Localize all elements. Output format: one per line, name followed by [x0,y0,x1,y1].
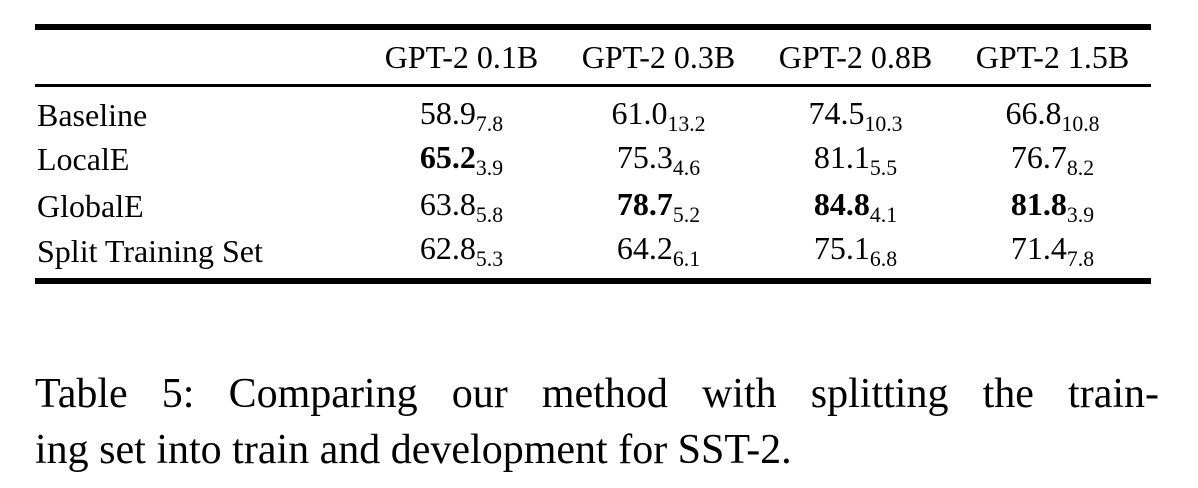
table-cell: 84.84.1 [757,183,954,230]
cell-subscript: 10.8 [1061,111,1100,136]
cell-value: 58.9 [419,94,476,131]
cell-subscript: 8.2 [1066,155,1095,180]
column-header-gpt2-15b: GPT-2 1.5B [975,39,1130,76]
cell-subscript: 13.2 [667,111,706,136]
header-empty-cell [35,27,363,85]
table-row-globale: GlobalE 63.85.8 78.75.2 84.84.1 81.83.9 [35,183,1151,230]
table-cell: 62.85.3 [363,230,560,281]
cell-value: 61.0 [611,94,668,131]
table-cell: 75.16.8 [757,230,954,281]
cell-value: 76.7 [1010,138,1067,175]
cell-subscript: 7.8 [1066,247,1095,272]
cell-subscript: 3.9 [1066,202,1095,227]
cell-subscript: 7.8 [475,111,504,136]
cell-subscript: 4.6 [672,155,701,180]
table-row-split-training-set: Split Training Set 62.85.3 64.26.1 75.16… [35,230,1151,281]
cell-value: 65.2 [419,138,476,175]
table-header: GPT-2 0.1B GPT-2 0.3B GPT-2 0.8B GPT-2 1… [35,27,1151,85]
table-cell: 61.013.2 [560,85,757,136]
cell-subscript: 5.8 [475,202,504,227]
cell-value: 81.1 [813,138,870,175]
table-cell: 81.15.5 [757,136,954,183]
cell-value: 64.2 [616,230,673,267]
table-cell: 63.85.8 [363,183,560,230]
row-label: GlobalE [37,188,144,225]
cell-subscript: 6.1 [672,247,701,272]
cell-value: 84.8 [813,185,870,222]
cell-value: 75.1 [813,230,870,267]
table-row-baseline: Baseline 58.97.8 61.013.2 74.510.3 66.81… [35,85,1151,136]
column-header-gpt2-08b: GPT-2 0.8B [778,39,933,76]
table-cell: 64.26.1 [560,230,757,281]
header-row: GPT-2 0.1B GPT-2 0.3B GPT-2 0.8B GPT-2 1… [35,27,1151,85]
cell-value: 81.8 [1010,185,1067,222]
column-header-gpt2-01b: GPT-2 0.1B [384,39,539,76]
cell-subscript: 5.5 [869,155,898,180]
results-table: GPT-2 0.1B GPT-2 0.3B GPT-2 0.8B GPT-2 1… [35,24,1151,285]
table-cell: 66.810.8 [954,85,1151,136]
cell-value: 71.4 [1010,230,1067,267]
table-cell: 78.75.2 [560,183,757,230]
table-cell: 58.97.8 [363,85,560,136]
table-body: Baseline 58.97.8 61.013.2 74.510.3 66.81… [35,85,1151,281]
row-label: LocalE [37,141,130,178]
table-cell: 74.510.3 [757,85,954,136]
cell-subscript: 6.8 [869,247,898,272]
row-label: Split Training Set [37,232,263,269]
table-cell: 75.34.6 [560,136,757,183]
column-header-gpt2-03b: GPT-2 0.3B [581,39,736,76]
cell-subscript: 10.3 [864,111,903,136]
cell-subscript: 3.9 [475,155,504,180]
table-cell: 76.78.2 [954,136,1151,183]
table-cell: 71.47.8 [954,230,1151,281]
cell-value: 78.7 [616,185,673,222]
table-row-locale: LocalE 65.23.9 75.34.6 81.15.5 76.78.2 [35,136,1151,183]
cell-value: 75.3 [616,138,673,175]
cell-value: 63.8 [419,185,476,222]
caption-line-1: Table 5: Comparing our method with split… [35,371,1159,417]
cell-value: 66.8 [1005,94,1062,131]
cell-subscript: 4.1 [869,202,898,227]
caption-line-2: ing set into train and development for S… [35,427,792,473]
cell-value: 74.5 [808,94,865,131]
table-cell: 65.23.9 [363,136,560,183]
cell-value: 62.8 [419,230,476,267]
row-label: Baseline [37,96,148,133]
table-caption: Table 5: Comparing our method with split… [35,366,1159,478]
cell-subscript: 5.2 [672,202,701,227]
cell-subscript: 5.3 [475,247,504,272]
table-cell: 81.83.9 [954,183,1151,230]
